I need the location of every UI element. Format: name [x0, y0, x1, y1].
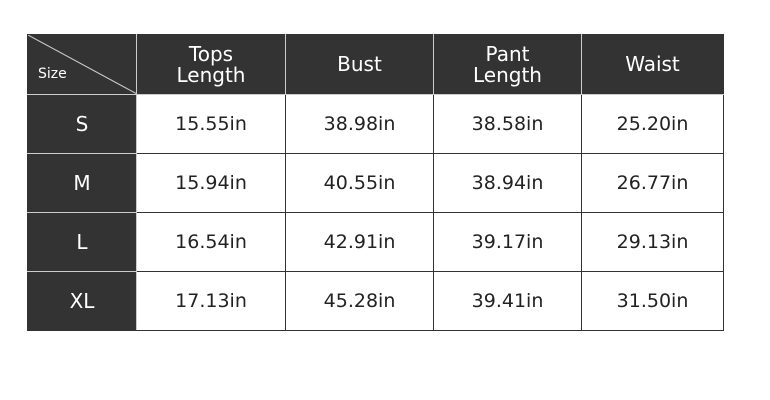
value-cell: 15.94in [136, 153, 286, 213]
value-cell: 29.13in [581, 212, 724, 272]
header-tops-length: Tops Length [136, 34, 286, 95]
value-cell: 42.91in [285, 212, 434, 272]
value-cell: 38.98in [285, 94, 434, 154]
size-label: Size [38, 66, 67, 82]
header-line: Pant [485, 41, 530, 66]
value-cell: 26.77in [581, 153, 724, 213]
value-cell: 38.58in [433, 94, 582, 154]
value-cell: 17.13in [136, 271, 286, 331]
value-cell: 16.54in [136, 212, 286, 272]
header-line: Waist [625, 52, 680, 76]
value-cell: 45.28in [285, 271, 434, 331]
size-chart-table: Size Tops Length Bust Pant Length Waist S … [27, 34, 724, 331]
value-cell: 39.41in [433, 271, 582, 331]
value-cell: 31.50in [581, 271, 724, 331]
table-row: XL 17.13in 45.28in 39.41in 31.50in [27, 271, 724, 331]
header-waist: Waist [581, 34, 724, 95]
header-line: Length [176, 62, 246, 87]
header-line: Bust [337, 52, 382, 76]
size-cell: L [27, 212, 137, 272]
header-line: Length [473, 62, 542, 87]
header-row: Size Tops Length Bust Pant Length Waist [27, 34, 724, 95]
size-cell: M [27, 153, 137, 213]
corner-header: Size [27, 34, 137, 95]
header-pant-length: Pant Length [433, 34, 582, 95]
size-cell: XL [27, 271, 137, 331]
header-bust: Bust [285, 34, 434, 95]
diagonal-divider [28, 35, 137, 94]
value-cell: 40.55in [285, 153, 434, 213]
table-row: S 15.55in 38.98in 38.58in 25.20in [27, 94, 724, 154]
value-cell: 15.55in [136, 94, 286, 154]
header-line: Tops [188, 41, 234, 66]
value-cell: 39.17in [433, 212, 582, 272]
table-row: L 16.54in 42.91in 39.17in 29.13in [27, 212, 724, 272]
table-row: M 15.94in 40.55in 38.94in 26.77in [27, 153, 724, 213]
value-cell: 38.94in [433, 153, 582, 213]
size-cell: S [27, 94, 137, 154]
value-cell: 25.20in [581, 94, 724, 154]
